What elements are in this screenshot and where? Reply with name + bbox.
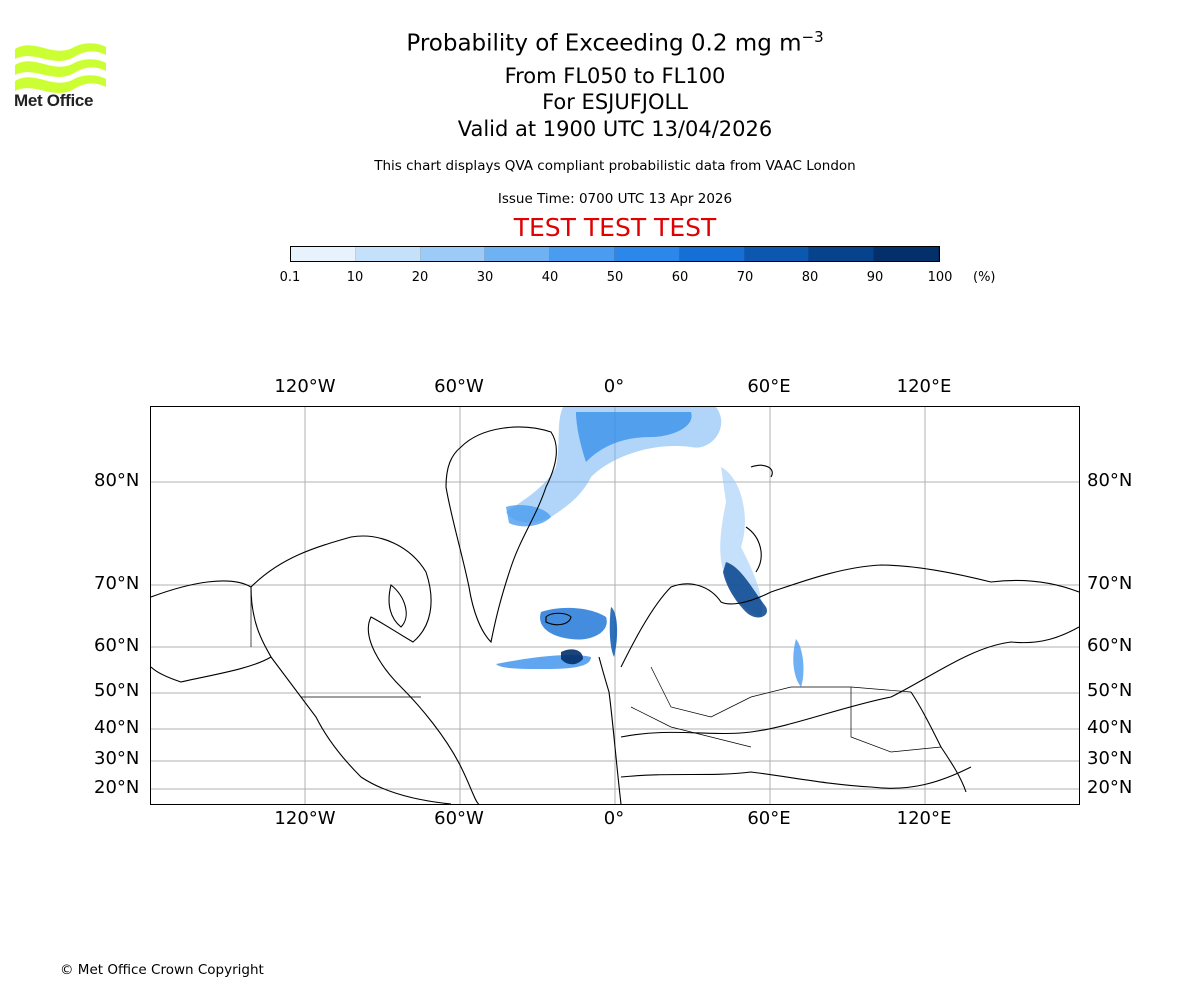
colorbar-segment	[420, 247, 486, 261]
colorbar-segment	[550, 247, 615, 261]
east-asia-coast	[910, 691, 967, 793]
colorbar-segment	[291, 247, 356, 261]
map-svg	[150, 407, 1080, 805]
colorbar-tick-label: 70	[736, 270, 754, 285]
colorbar-tick-label: 30	[476, 270, 494, 285]
plume-south-core	[561, 649, 583, 665]
copyright-text: © Met Office Crown Copyright	[60, 962, 264, 978]
borders	[250, 589, 942, 753]
lon-label-top: 60°W	[434, 376, 484, 397]
lon-label-top: 0°	[603, 376, 625, 397]
lon-label-top: 60°E	[747, 376, 791, 397]
colorbar-segment	[809, 247, 875, 261]
title-superscript: −3	[801, 28, 824, 46]
colorbar-segment	[614, 247, 680, 261]
plume-north-core	[576, 412, 692, 462]
gridlines	[151, 407, 1079, 804]
lat-label-left: 20°N	[94, 777, 140, 798]
lon-label-top: 120°E	[896, 376, 952, 397]
chart-title: Probability of Exceeding 0.2 mg m−3	[406, 28, 824, 57]
colorbar-tick-label: 0.1	[279, 270, 301, 285]
lon-label-bottom: 120°W	[274, 808, 336, 829]
lat-label-right: 50°N	[1087, 680, 1133, 701]
lat-label-right: 80°N	[1087, 470, 1133, 491]
colorbar-tick-label: 90	[866, 270, 884, 285]
colorbar-tick-label: 40	[541, 270, 559, 285]
map-frame	[150, 406, 1080, 805]
plume-greenland	[506, 505, 551, 527]
disclaimer-text: This chart displays QVA compliant probab…	[374, 158, 856, 174]
colorbar-segment	[874, 247, 939, 261]
lat-label-left: 70°N	[94, 573, 140, 594]
logo-text: Met Office	[14, 91, 94, 110]
colorbar-tick-label: 10	[346, 270, 364, 285]
lat-label-right: 40°N	[1087, 717, 1133, 738]
colorbar-tick-label: 60	[671, 270, 689, 285]
colorbar-segment	[744, 247, 810, 261]
lat-label-left: 80°N	[94, 470, 140, 491]
hudson-bay	[388, 584, 407, 628]
plume-norway	[609, 607, 618, 657]
colorbar-tick-label: 20	[411, 270, 429, 285]
lon-label-bottom: 60°E	[747, 808, 791, 829]
eurasia-south	[620, 626, 1080, 738]
ash-plumes	[496, 407, 804, 687]
africa-asia-coast	[620, 766, 972, 789]
colorbar-segment	[485, 247, 551, 261]
plume-iceland	[540, 607, 607, 640]
lon-label-bottom: 60°W	[434, 808, 484, 829]
plume-north	[506, 407, 722, 523]
colorbar-tick-label: 50	[606, 270, 624, 285]
uk-europe-coast	[598, 656, 622, 805]
iceland-coast	[545, 612, 572, 626]
scandinavia-russia-coast	[620, 564, 1080, 668]
colorbar-tick-label: 80	[801, 270, 819, 285]
novaya-zemlya	[745, 526, 762, 573]
lon-label-bottom: 120°E	[896, 808, 952, 829]
colorbar	[290, 246, 940, 262]
colorbar-segment	[355, 247, 421, 261]
west-coast	[270, 656, 452, 805]
met-office-logo-icon	[15, 43, 106, 93]
north-america-coast	[250, 535, 480, 805]
coastlines	[150, 426, 1080, 805]
alaska-coast	[150, 580, 272, 683]
valid-time: Valid at 1900 UTC 13/04/2026	[457, 117, 773, 141]
plume-siberia	[793, 639, 804, 687]
colorbar-tick-label: 100	[927, 270, 953, 285]
colorbar-segment	[679, 247, 745, 261]
lat-label-right: 60°N	[1087, 635, 1133, 656]
lat-label-right: 30°N	[1087, 748, 1133, 769]
flight-levels: From FL050 to FL100	[504, 64, 726, 88]
lon-label-bottom: 0°	[603, 808, 625, 829]
lat-label-left: 30°N	[94, 748, 140, 769]
plume-ural	[723, 562, 767, 618]
lat-label-right: 20°N	[1087, 777, 1133, 798]
lon-label-top: 120°W	[274, 376, 336, 397]
volcano-name: For ESJUFJOLL	[542, 90, 688, 114]
issue-time: Issue Time: 0700 UTC 13 Apr 2026	[497, 191, 733, 207]
colorbar-unit: (%)	[973, 270, 996, 285]
lat-label-left: 50°N	[94, 680, 140, 701]
lat-label-left: 40°N	[94, 717, 140, 738]
lat-label-right: 70°N	[1087, 573, 1133, 594]
test-banner: TEST TEST TEST	[513, 213, 717, 242]
greenland-coast	[445, 426, 557, 644]
svalbard-coast	[750, 464, 773, 478]
lat-label-left: 60°N	[94, 635, 140, 656]
